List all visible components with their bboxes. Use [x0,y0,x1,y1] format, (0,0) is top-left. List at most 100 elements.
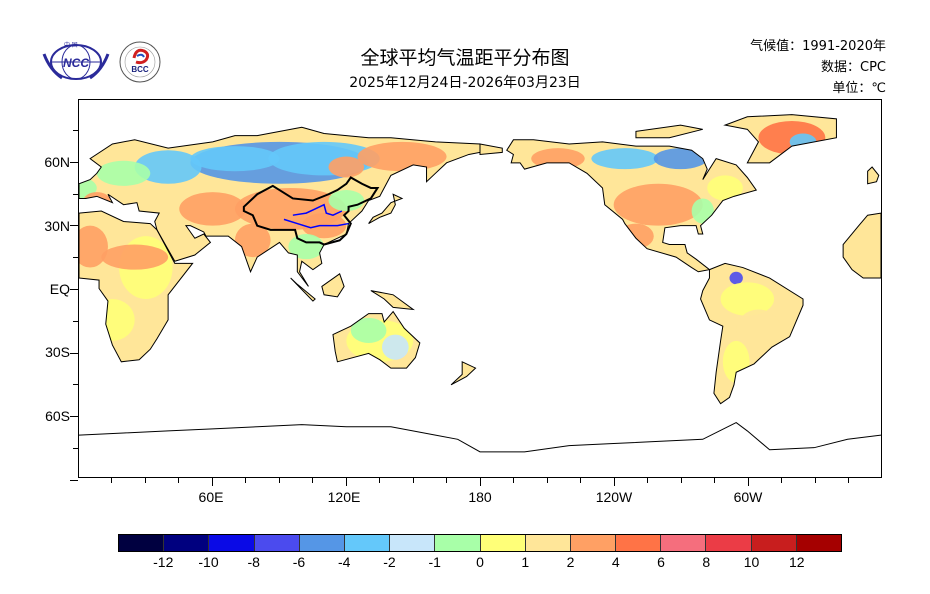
anomaly-patch [190,146,280,172]
ncc-logo-top-text: 中 国 [64,41,78,49]
anomaly-patch [357,141,447,172]
coastline [371,291,413,310]
unit-label: 单位：℃ [832,81,886,96]
colorbar-swatch [164,535,210,551]
colorbar-swatch [299,535,345,551]
axis-tick [73,384,78,386]
colorbar-label: 6 [657,554,665,570]
anomaly-patch [591,148,659,170]
anomaly-shading [79,120,826,383]
coastline [725,115,836,163]
china-border [244,177,378,244]
axis-tick [379,478,381,483]
land-region [321,273,345,297]
axis-tick [70,352,78,354]
axis-tick [546,478,548,483]
anomaly-patch [179,192,247,226]
coastline [507,140,757,272]
coastlines [79,115,881,452]
axis-tick [814,478,816,483]
colorbar-swatch [254,535,300,551]
coastline [480,144,502,154]
colorbar-label: 0 [476,554,484,570]
data-source: 数据：CPC [821,60,886,75]
anomaly-patch [722,340,750,383]
colorbar-swatch [435,535,481,551]
axis-tick [73,320,78,322]
colorbar-label: 1 [521,554,530,570]
lon-label-60e: 60E [198,489,224,505]
axis-tick [513,478,515,483]
anomaly-patch [653,148,708,170]
china-border [244,177,378,244]
lat-label-30s: 30S [45,344,70,360]
climatology-period: 气候值：1991-2020年 [750,39,886,54]
colorbar-label: 4 [611,554,620,570]
lat-label-30n: 30N [44,218,70,234]
colorbar-swatch [480,535,526,551]
axis-tick [345,478,347,486]
axis-tick [446,478,448,483]
date-range-subtitle: 2025年12月24日-2026年03月23日 [349,75,581,91]
axis-tick [73,193,78,195]
bcc-logo: BCC [118,40,162,84]
axis-tick [70,479,78,481]
axis-tick [111,478,113,483]
colorbar-label: -12 [153,554,174,570]
land-region [843,213,881,279]
anomaly-patch [234,223,271,258]
axis-tick [278,478,280,483]
map-canvas [79,100,881,477]
land-region [480,143,503,155]
colorbar-swatch [209,535,255,551]
coastline [701,263,803,403]
axis-tick [848,478,850,483]
coastline [333,312,420,369]
coastline [369,194,402,223]
anomaly-patch [381,334,409,360]
axis-tick [714,478,716,483]
axis-tick [747,478,749,486]
anomaly-patch [79,225,108,268]
axis-tick [73,257,78,259]
colorbar-swatch [796,535,841,551]
colorbar-swatch [525,535,571,551]
anomaly-patch [79,177,97,199]
coastline [451,362,476,385]
axis-tick [70,289,78,290]
colorbar-swatch [706,535,752,551]
colorbar-label: -1 [428,554,441,570]
anomaly-patch [720,282,775,316]
axis-tick [178,478,180,483]
antarctica-coastline [79,423,881,452]
colorbar-swatch [570,535,617,551]
land-region [370,290,414,310]
coastline [291,278,316,301]
bcc-logo-text: BCC [131,65,149,74]
axis-tick [412,478,414,483]
colorbar-label: 10 [743,554,760,570]
coastline [79,127,480,286]
axis-tick [70,225,78,227]
coastline [79,211,193,362]
land-region [290,278,316,302]
anomaly-patch [691,198,714,224]
colorbar-label: 2 [566,554,575,570]
lon-label-60w: 60W [733,489,763,505]
anomaly-patch [96,160,151,186]
ncc-logo-text: NCC [63,56,89,70]
colorbar-swatch [616,535,662,551]
axis-tick [144,478,146,483]
anomaly-patch [613,183,703,226]
anomaly-patch [618,223,654,249]
anomaly-map [78,99,882,478]
anomaly-patch [350,317,387,343]
axis-tick [73,130,78,132]
anomaly-patch [134,150,202,184]
yangtze-river [284,219,349,227]
axis-tick [73,447,78,449]
colorbar [118,534,842,552]
lat-label-60s: 60S [45,408,70,424]
coastline [843,213,881,278]
